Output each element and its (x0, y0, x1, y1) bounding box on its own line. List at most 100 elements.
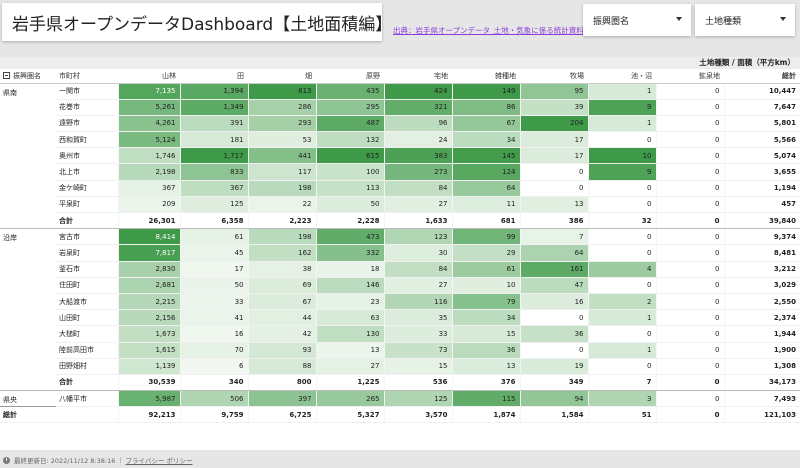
last-updated: 最終更新日: 2022/11/12 8:38:16 (14, 457, 116, 465)
value-cell: 2,156 (117, 309, 180, 327)
value-cell: 16 (519, 293, 588, 311)
value-cell: 0 (655, 358, 724, 375)
subtotal-cell: 34,173 (723, 374, 800, 392)
column-header[interactable]: 振興圏名 (0, 69, 56, 84)
collapse-icon[interactable] (3, 71, 10, 79)
value-cell: 506 (179, 390, 248, 408)
column-header[interactable]: 市町村 (56, 69, 118, 84)
value-cell: 1,673 (117, 325, 180, 343)
privacy-policy-link[interactable]: プライバシー ポリシー (125, 457, 193, 465)
value-cell: 8,414 (117, 228, 180, 246)
table-row[interactable]: 大槌町 1,673 16 42 130 33 15 36 0 0 1,944 (0, 325, 800, 343)
value-cell: 10,447 (723, 83, 800, 100)
value-cell: 424 (383, 83, 452, 100)
table-row[interactable]: 陸前高田市 1,615 70 93 13 73 36 0 1 0 1,900 (0, 342, 800, 359)
value-cell: 94 (519, 390, 588, 408)
column-header-label: 畑 (305, 71, 312, 80)
value-cell: 198 (247, 228, 316, 246)
region-cell: 県央 (3, 396, 17, 405)
value-cell: 35 (383, 309, 452, 327)
column-header[interactable]: 田 (180, 69, 248, 84)
column-header-label: 田 (237, 71, 244, 80)
table-row[interactable]: 山田町 2,156 41 44 63 35 34 0 1 0 2,374 (0, 309, 800, 327)
column-header[interactable]: 山林 (118, 69, 180, 84)
city-cell: 北上市 (56, 163, 118, 181)
table-row[interactable]: 釜石市 2,830 17 38 18 84 61 161 4 0 3,212 (0, 261, 800, 278)
value-cell: 3,029 (723, 277, 800, 294)
value-cell: 487 (315, 115, 384, 133)
value-cell: 88 (247, 358, 316, 375)
column-header[interactable]: 宅地 (384, 69, 452, 84)
value-cell: 93 (247, 342, 316, 359)
value-cell: 2,550 (723, 293, 800, 311)
column-header[interactable]: 畑 (248, 69, 316, 84)
value-cell: 332 (315, 244, 384, 262)
table-body: 県南 一関市 7,135 1,394 813 435 424 149 95 1 0 10,447 花巻市… (0, 83, 800, 424)
column-header-label: 宅地 (434, 71, 448, 80)
table-header: 振興圏名 市町村 山林 田 畑 原野 宅地 雑種地 牧場 池・沼 鉱泉地 総計 (0, 69, 800, 84)
city-cell: 遠野市 (56, 115, 118, 133)
value-cell: 15 (383, 358, 452, 375)
table-row[interactable]: 北上市 2,198 833 117 100 273 124 0 9 0 3,655 (0, 163, 800, 181)
value-cell: 5,074 (723, 147, 800, 165)
table-row[interactable]: 金ケ崎町 367 367 198 113 84 64 0 0 0 1,194 (0, 180, 800, 197)
region-cell: 沿岸 (3, 234, 17, 243)
table-row[interactable]: 沿岸 宮古市 8,414 61 198 473 123 99 7 0 0 9,374 (0, 228, 800, 246)
value-cell: 0 (519, 342, 588, 359)
subtotal-cell: 349 (519, 374, 588, 392)
table-row[interactable]: 西和賀町 5,124 181 53 132 24 34 17 0 0 5,566 (0, 131, 800, 149)
value-cell: 16 (179, 325, 248, 343)
city-cell: 花巻市 (56, 99, 118, 116)
city-cell: 八幡平市 (56, 390, 118, 408)
value-cell: 1 (587, 309, 656, 327)
title-card: 岩手県オープンデータDashboard【土地面積編】 (2, 3, 392, 41)
column-header[interactable]: 総計 (724, 69, 800, 84)
value-cell: 13 (315, 342, 384, 359)
grand-total-cell: 9,759 (179, 406, 248, 424)
value-cell: 99 (451, 228, 520, 246)
table-row[interactable]: 岩泉町 7,817 45 162 332 30 29 64 0 0 8,481 (0, 244, 800, 262)
value-cell: 8,481 (723, 244, 800, 262)
value-cell: 0 (587, 180, 656, 197)
subtotal-cell: 1,633 (383, 212, 452, 230)
table-row[interactable]: 花巻市 5,261 1,349 286 295 321 86 39 9 0 7,647 (0, 99, 800, 116)
value-cell: 5,801 (723, 115, 800, 133)
column-header[interactable]: 池・沼 (588, 69, 656, 84)
subtotal-cell: 26,301 (117, 212, 180, 230)
city-cell: 釜石市 (56, 261, 118, 278)
table-row[interactable]: 平泉町 209 125 22 50 27 11 13 0 0 457 (0, 196, 800, 214)
column-header[interactable]: 鉱泉地 (656, 69, 724, 84)
column-header[interactable]: 牧場 (520, 69, 588, 84)
value-cell: 67 (451, 115, 520, 133)
table-row[interactable]: 奥州市 1,746 1,717 441 615 383 145 17 10 0 5,074 (0, 147, 800, 165)
value-cell: 391 (179, 115, 248, 133)
value-cell: 367 (117, 180, 180, 197)
land-type-filter-dropdown[interactable]: 土地種類 (695, 4, 795, 36)
table-row[interactable]: 県南 一関市 7,135 1,394 813 435 424 149 95 1 0 10,447 (0, 83, 800, 100)
region-filter-dropdown[interactable]: 振興圏名 (583, 4, 691, 36)
value-cell: 100 (315, 163, 384, 181)
value-cell: 1,308 (723, 358, 800, 375)
value-cell: 33 (179, 293, 248, 311)
value-cell: 132 (315, 131, 384, 149)
subtotal-cell: 7 (587, 374, 656, 392)
table-row[interactable]: 田野畑村 1,139 6 88 27 15 13 19 0 0 1,308 (0, 358, 800, 375)
table-row[interactable]: 大船渡市 2,215 33 67 23 116 79 16 2 0 2,550 (0, 293, 800, 311)
value-cell: 0 (587, 196, 656, 214)
column-header[interactable]: 雑種地 (452, 69, 520, 84)
grand-total-label: 総計 (0, 406, 118, 424)
source-link[interactable]: 出典：岩手県オープンデータ_土地・気象に係る統計資料 (393, 26, 584, 35)
land-type-filter-label: 土地種類 (705, 16, 742, 27)
column-header[interactable]: 原野 (316, 69, 384, 84)
value-cell: 36 (519, 325, 588, 343)
table-row[interactable]: 県央 八幡平市 5,987 506 397 265 125 115 94 3 0 7,493 (0, 390, 800, 408)
table-row[interactable]: 遠野市 4,261 391 293 487 96 67 204 1 0 5,801 (0, 115, 800, 133)
subtotal-cell: 32 (587, 212, 656, 230)
value-cell: 615 (315, 147, 384, 165)
value-cell: 0 (587, 131, 656, 149)
table-row[interactable]: 住田町 2,681 50 69 146 27 10 47 0 0 3,029 (0, 277, 800, 294)
value-cell: 2,374 (723, 309, 800, 327)
value-cell: 10 (587, 147, 656, 165)
grand-total-cell: 6,725 (247, 406, 316, 424)
value-cell: 50 (315, 196, 384, 214)
